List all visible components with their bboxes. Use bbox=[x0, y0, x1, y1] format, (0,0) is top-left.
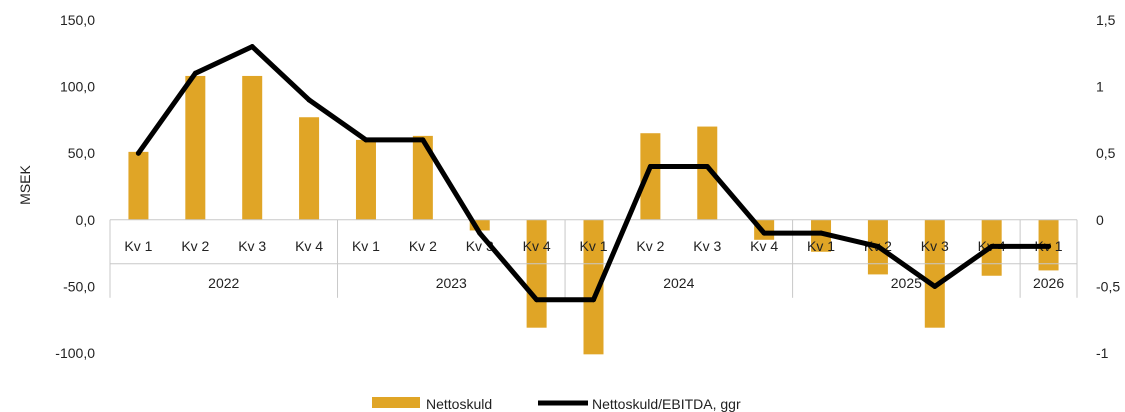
bar bbox=[242, 75, 263, 220]
line-point bbox=[420, 137, 426, 143]
bar bbox=[185, 75, 206, 220]
bar bbox=[640, 133, 661, 220]
line-point bbox=[761, 230, 767, 236]
bar bbox=[299, 117, 320, 220]
bar bbox=[583, 219, 604, 355]
x-tick-label: Kv 2 bbox=[636, 238, 664, 254]
bar bbox=[355, 139, 376, 220]
y-tick-label: 100,0 bbox=[60, 79, 95, 95]
legend-swatch-nettoskuld bbox=[372, 397, 420, 408]
bar bbox=[526, 219, 547, 328]
bar bbox=[811, 219, 832, 252]
line-point bbox=[363, 137, 369, 143]
line-point bbox=[989, 243, 995, 249]
line-point bbox=[534, 297, 540, 303]
bar bbox=[469, 219, 490, 231]
y2-tick-label: -0,5 bbox=[1096, 278, 1120, 294]
year-group-label: 2023 bbox=[436, 275, 467, 291]
line-point bbox=[818, 230, 824, 236]
line-point bbox=[477, 230, 483, 236]
x-tick-label: Kv 1 bbox=[352, 238, 380, 254]
bar-series bbox=[128, 75, 1059, 355]
bar bbox=[924, 219, 945, 328]
y-tick-label: 50,0 bbox=[68, 145, 95, 161]
line-point bbox=[192, 70, 198, 76]
x-tick-label: Kv 1 bbox=[124, 238, 152, 254]
year-group-label: 2026 bbox=[1033, 275, 1064, 291]
line-series bbox=[135, 44, 1052, 303]
x-tick-label: Kv 4 bbox=[750, 238, 778, 254]
x-tick-label: Kv 2 bbox=[181, 238, 209, 254]
x-tick-label: Kv 3 bbox=[693, 238, 721, 254]
y-tick-label: -50,0 bbox=[63, 278, 95, 294]
y-axis-label: MSEK bbox=[17, 165, 33, 205]
line-point bbox=[704, 164, 710, 170]
legend: Nettoskuld Nettoskuld/EBITDA, ggr bbox=[372, 396, 741, 412]
year-group-label: 2024 bbox=[663, 275, 694, 291]
line-point bbox=[1046, 243, 1052, 249]
line-point bbox=[647, 164, 653, 170]
x-tick-label: Kv 4 bbox=[523, 238, 551, 254]
bar bbox=[128, 151, 149, 220]
x-tick-label: Kv 3 bbox=[238, 238, 266, 254]
y-axis-ticks: 150,0 100,0 50,0 0,0 -50,0 -100,0 bbox=[55, 12, 95, 361]
y-tick-label: 150,0 bbox=[60, 12, 95, 28]
line-point bbox=[306, 97, 312, 103]
x-tick-label: Kv 1 bbox=[579, 238, 607, 254]
y2-tick-label: 1 bbox=[1096, 79, 1104, 95]
year-group-label: 2025 bbox=[891, 275, 922, 291]
line-point bbox=[135, 150, 141, 156]
y2-tick-label: 0,5 bbox=[1096, 145, 1116, 161]
x-tick-label: Kv 3 bbox=[921, 238, 949, 254]
legend-label-ratio: Nettoskuld/EBITDA, ggr bbox=[592, 396, 741, 412]
y-tick-label: -100,0 bbox=[55, 345, 95, 361]
x-tick-label: Kv 4 bbox=[295, 238, 323, 254]
y2-axis-ticks: 1,5 1 0,5 0 -0,5 -1 bbox=[1096, 12, 1120, 361]
line-point bbox=[591, 297, 596, 303]
line-point bbox=[875, 243, 881, 249]
y-tick-label: 0,0 bbox=[76, 212, 96, 228]
x-tick-label: Kv 1 bbox=[807, 238, 835, 254]
year-group-label: 2022 bbox=[208, 275, 239, 291]
legend-label-nettoskuld: Nettoskuld bbox=[426, 396, 492, 412]
bar bbox=[697, 126, 718, 220]
y2-tick-label: 1,5 bbox=[1096, 12, 1116, 28]
line-point bbox=[249, 44, 255, 50]
y2-tick-label: -1 bbox=[1096, 345, 1109, 361]
x-tick-label: Kv 2 bbox=[409, 238, 437, 254]
bar bbox=[412, 135, 433, 220]
y2-tick-label: 0 bbox=[1096, 212, 1104, 228]
line-point bbox=[932, 283, 938, 289]
